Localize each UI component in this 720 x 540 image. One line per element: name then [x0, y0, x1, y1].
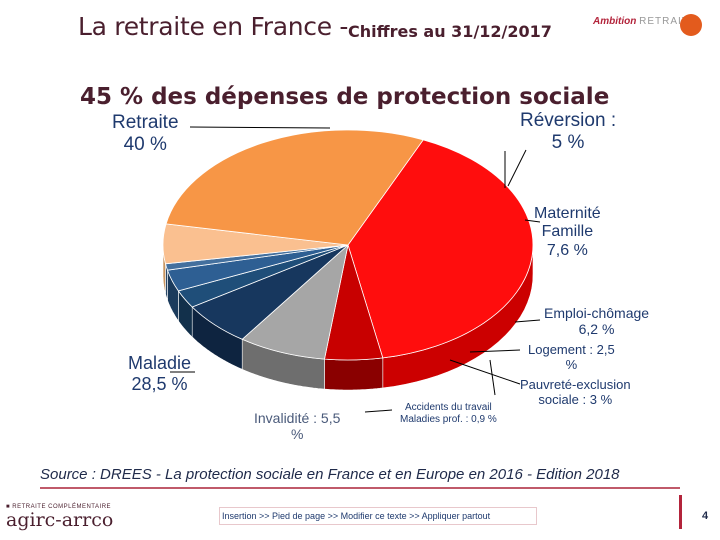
source-divider	[40, 487, 680, 489]
label-logement: Logement : 2,5 %	[528, 342, 615, 373]
label-maladie-value: 28,5 %	[131, 373, 188, 394]
label-emploi: Emploi-chômage 6,2 %	[544, 305, 649, 337]
brand-logo: Ambition RETRAITE	[593, 16, 697, 27]
pie-side-1	[324, 357, 384, 391]
brand-seal-icon	[680, 14, 702, 36]
label-logement-value: %	[565, 356, 578, 372]
footer-instruction: Insertion >> Pied de page >> Modifier ce…	[222, 511, 491, 521]
leader-line-1	[507, 149, 527, 187]
label-maternite-name: Maternité	[534, 205, 601, 222]
label-retraite: Retraite 40 %	[112, 112, 179, 156]
label-reversion: Réversion : 5 %	[520, 110, 616, 154]
logo-wordmark: agirc-arrco	[6, 509, 114, 531]
leader-line-4	[514, 319, 541, 323]
label-invalidite: Invalidité : 5,5 %	[254, 410, 340, 442]
source-prefix: Source	[40, 466, 88, 483]
logo-tagline: ■ RETRAITE COMPLÉMENTAIRE	[6, 504, 112, 510]
label-retraite-name: Retraite	[112, 112, 179, 133]
label-maladie: Maladie 28,5 %	[128, 353, 191, 394]
label-emploi-value: 6,2 %	[578, 321, 615, 338]
label-maternite-name-2: Famille	[541, 223, 594, 241]
leader-line-3	[524, 219, 541, 223]
agirc-arrco-logo: ■ RETRAITE COMPLÉMENTAIRE agirc-arrco	[6, 504, 116, 534]
label-invalidite-value: %	[290, 426, 304, 443]
label-maladie-name: Maladie	[128, 353, 192, 373]
leader-line-0	[189, 126, 331, 129]
brand-word: Ambition	[593, 16, 637, 27]
label-invalidite-name: Invalidité : 5,5	[254, 410, 341, 426]
header: La retraite en France - Chiffres au 31/1…	[0, 0, 720, 60]
header-date: Chiffres au 31/12/2017	[348, 22, 552, 41]
label-retraite-value: 40 %	[123, 133, 167, 155]
page-number: 4	[702, 510, 709, 522]
header-title: La retraite en France -	[78, 12, 349, 41]
label-emploi-name: Emploi-chômage	[544, 305, 650, 321]
pie-slice-maladie	[165, 129, 424, 246]
footer-text-box[interactable]	[219, 507, 537, 525]
label-pauvrete-value: sociale : 3 %	[538, 391, 613, 407]
label-reversion-value: 5 %	[551, 131, 585, 153]
brand-word-2: RETRAITE	[639, 16, 697, 27]
label-accidents-name: Accidents du travail	[405, 402, 492, 413]
leader-line-6	[449, 359, 521, 385]
pie-slice-retraite	[347, 139, 534, 359]
label-accidents: Accidents du travail Maladies prof. : 0,…	[400, 402, 497, 425]
label-logement-name: Logement : 2,5	[528, 342, 615, 357]
leader-line-7	[489, 359, 496, 396]
label-pauvrete-name: Pauvreté-exclusion	[520, 377, 631, 392]
source-note: Source : DREES - La protection sociale e…	[40, 466, 620, 483]
label-pauvrete: Pauvreté-exclusion sociale : 3 %	[520, 377, 631, 408]
leader-line-8	[364, 409, 393, 413]
leader-line-5	[469, 349, 521, 353]
source-text: : DREES - La protection sociale en Franc…	[87, 466, 620, 483]
label-maternite: Maternité Famille 7,6 %	[534, 205, 601, 260]
label-maternite-value: 7,6 %	[546, 241, 588, 259]
chart-title: 45 % des dépenses de protection sociale	[80, 84, 610, 110]
page-number-bar	[679, 495, 682, 529]
label-accidents-value: Maladies prof. : 0,9 %	[400, 413, 497, 425]
label-reversion-name: Réversion :	[520, 110, 617, 131]
